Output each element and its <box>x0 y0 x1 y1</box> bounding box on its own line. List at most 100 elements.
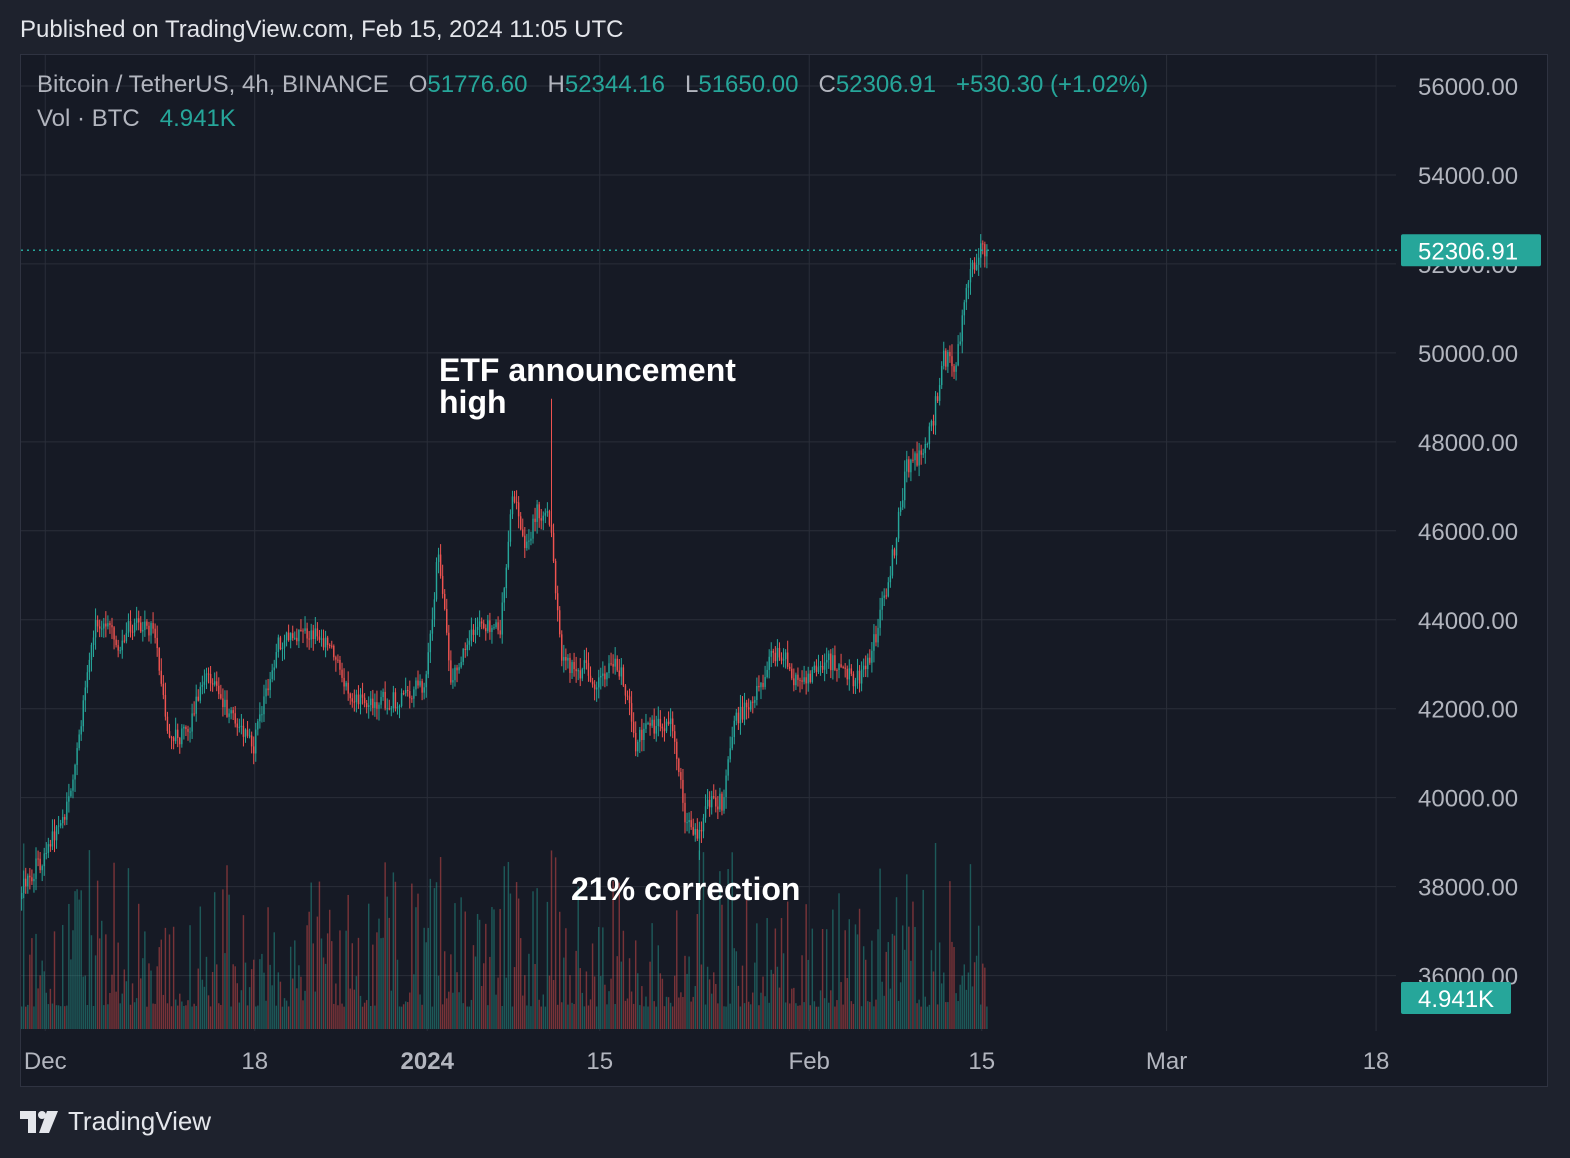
chart-pane[interactable]: 56000.0054000.0052000.0050000.0048000.00… <box>20 54 1548 1087</box>
candle-body <box>292 633 294 639</box>
candle-body <box>600 675 602 678</box>
volume-bar <box>333 1003 335 1029</box>
volume-bar <box>363 1002 366 1029</box>
volume-bar <box>298 965 300 1029</box>
volume-bar <box>895 897 898 1029</box>
candle-body <box>743 702 746 720</box>
candle-body <box>986 250 988 257</box>
candle-body <box>207 673 210 675</box>
volume-bar <box>522 995 524 1029</box>
candle-body <box>388 708 390 710</box>
volume-bar <box>474 956 477 1029</box>
volume-bar <box>756 923 758 1029</box>
candle-body <box>285 632 288 641</box>
candle-body <box>84 687 87 701</box>
volume-bar <box>281 1006 284 1029</box>
volume-bar <box>649 961 651 1029</box>
candle-body <box>688 820 690 823</box>
candle-body <box>476 626 479 630</box>
volume-bar <box>480 986 483 1029</box>
volume-bar <box>517 898 520 1029</box>
candle-body <box>858 670 861 684</box>
volume-bar <box>704 1004 707 1029</box>
volume-bar <box>986 1006 988 1029</box>
volume-bar <box>96 880 99 1029</box>
candle-body <box>715 797 717 807</box>
candle-body <box>850 668 853 674</box>
volume-bar <box>382 937 384 1029</box>
volume-bar <box>858 908 861 1029</box>
candle-body <box>749 701 752 710</box>
volume-bar <box>172 926 175 1029</box>
volume-bar <box>246 1005 249 1029</box>
candle-body <box>390 708 393 710</box>
candle-body <box>370 698 372 706</box>
candle-body <box>111 625 113 628</box>
candle-body <box>811 669 814 682</box>
volume-bar <box>768 1002 770 1029</box>
open-label: O <box>408 71 428 98</box>
symbol-name[interactable]: Bitcoin / TetherUS, 4h, BINANCE <box>37 71 389 98</box>
volume-bar <box>197 968 199 1029</box>
volume-bar <box>90 935 93 1029</box>
volume-bar <box>170 1006 173 1029</box>
candle-body <box>801 680 803 682</box>
volume-bar <box>854 924 857 1029</box>
candle-body <box>115 639 117 646</box>
candle-body <box>259 714 261 722</box>
volume-bar <box>877 929 879 1029</box>
candle-body <box>815 665 818 672</box>
volume-bar <box>604 984 606 1029</box>
volume-bar <box>404 1001 407 1029</box>
candle-body <box>614 658 616 667</box>
candle-body <box>96 620 99 627</box>
open-value: 51776.60 <box>427 71 528 98</box>
candle-body <box>53 831 56 841</box>
price-axis[interactable]: 56000.0054000.0052000.0050000.0048000.00… <box>1418 74 1518 991</box>
volume-bar <box>429 878 432 1029</box>
candle-body <box>758 685 760 688</box>
volume-bar <box>203 986 206 1029</box>
volume-bar <box>795 1003 797 1029</box>
candle-body <box>563 657 565 661</box>
volume-bar <box>552 979 555 1029</box>
volume-bar <box>211 971 214 1029</box>
volume-bar <box>766 918 768 1029</box>
candle-body <box>692 827 694 835</box>
candle-body <box>185 726 187 730</box>
candle-body <box>37 858 39 860</box>
price-chart[interactable]: 56000.0054000.0052000.0050000.0048000.00… <box>21 55 1547 1086</box>
tradingview-brand[interactable]: TradingView <box>20 1106 211 1137</box>
candle-body <box>304 628 306 631</box>
volume-bar <box>561 1002 563 1029</box>
volume-bar <box>587 1005 590 1029</box>
candle-body <box>528 540 530 542</box>
volume-bar <box>45 992 48 1029</box>
volume-bar <box>774 928 777 1029</box>
candle-body <box>819 665 822 668</box>
volume-bar <box>49 988 52 1029</box>
time-axis[interactable]: Dec 18 2024 15 Feb 15 Mar 18 <box>24 1048 1390 1075</box>
volume-bar <box>548 975 551 1029</box>
candle-body <box>834 655 836 670</box>
volume-bar <box>195 1005 197 1029</box>
candle-body <box>789 666 791 669</box>
candle-body <box>174 729 177 742</box>
volume-bar <box>739 1006 742 1029</box>
volume-bar <box>819 990 822 1029</box>
candle-body <box>191 713 193 732</box>
volume-bar <box>694 986 696 1029</box>
volume-bar <box>82 976 84 1029</box>
volume-legend-label[interactable]: Vol · BTC <box>37 105 140 132</box>
candle-body <box>914 453 916 461</box>
candle-body <box>969 268 972 283</box>
volume-bar <box>250 969 253 1029</box>
volume-bar <box>938 942 941 1029</box>
candle-body <box>926 443 929 445</box>
candle-body <box>331 645 333 647</box>
candle-body <box>269 679 271 691</box>
candle-body <box>495 622 497 628</box>
volume-bar <box>910 960 912 1029</box>
candle-body <box>548 511 551 525</box>
volume-bar <box>320 938 323 1029</box>
